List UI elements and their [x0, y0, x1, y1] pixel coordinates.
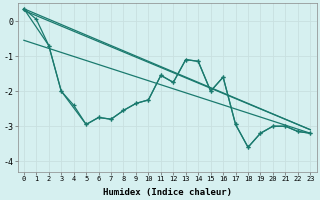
X-axis label: Humidex (Indice chaleur): Humidex (Indice chaleur) — [103, 188, 232, 197]
